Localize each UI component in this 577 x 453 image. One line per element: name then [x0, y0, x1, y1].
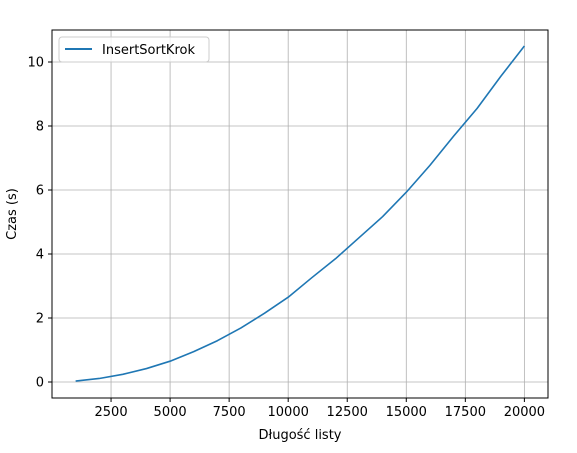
grid-lines: [52, 30, 548, 398]
y-tick-label: 2: [36, 312, 44, 327]
x-tick-label: 15000: [386, 405, 427, 420]
legend: InsertSortKrok: [58, 36, 210, 63]
y-tick-label: 6: [36, 184, 44, 199]
x-tick-label: 5000: [154, 405, 187, 420]
y-tick-label: 0: [36, 376, 44, 391]
series-line-0: [75, 45, 526, 382]
x-tick-label: 10000: [268, 405, 309, 420]
plot-frame: [51, 29, 549, 399]
legend-box: [58, 36, 210, 63]
y-tick-label: 10: [27, 56, 44, 71]
y-axis: 0 2 4 6 8 10: [27, 56, 52, 391]
y-tick-label: 8: [36, 120, 44, 135]
x-tick-label: 12500: [327, 405, 368, 420]
series-layer: [75, 45, 526, 382]
legend-label: InsertSortKrok: [102, 43, 195, 58]
x-tick-label: 2500: [95, 405, 128, 420]
y-tick-label: 4: [36, 248, 44, 263]
x-axis-title: Długość listy: [259, 428, 342, 443]
x-tick-label: 7500: [213, 405, 246, 420]
x-tick-label: 17500: [445, 405, 486, 420]
y-axis-title: Czas (s): [5, 188, 20, 240]
x-tick-label: 20000: [504, 405, 545, 420]
x-axis: 2500 5000 7500 10000 12500 15000 17500 20000: [95, 398, 545, 420]
